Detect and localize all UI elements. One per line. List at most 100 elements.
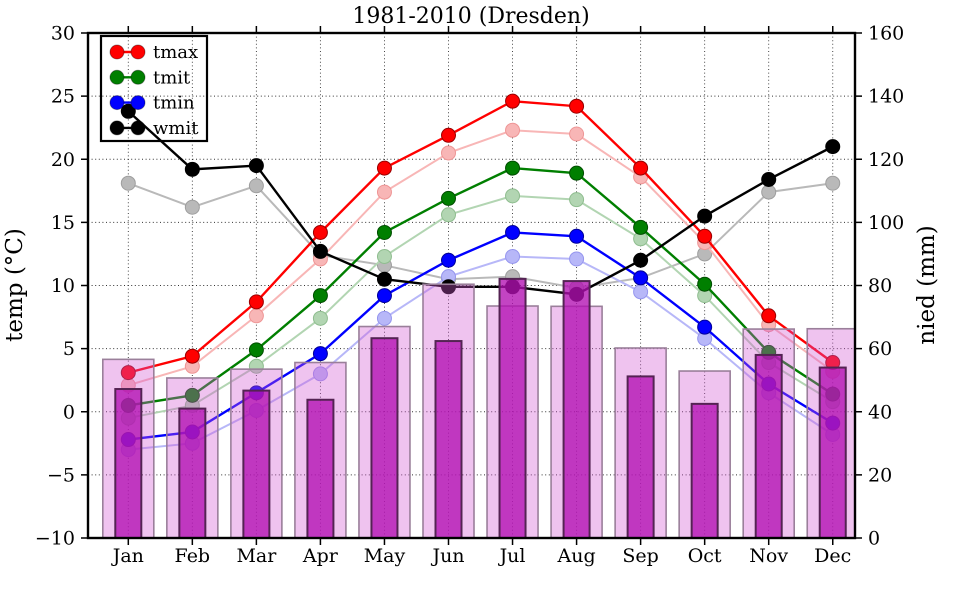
bar-nied_narrow_dark-Nov [754, 353, 783, 538]
bar-nied_narrow_dark-Sep [626, 375, 655, 538]
point-tmit-Jul [505, 160, 521, 176]
point-tmin-Apr [312, 346, 328, 362]
point-wmit-Mar [248, 158, 264, 174]
legend-entry-tmit: tmit [109, 67, 191, 88]
bar-nied_narrow_dark-May [370, 337, 399, 538]
legend-marker-tmax [109, 44, 125, 60]
point-tmit-Mar [248, 342, 264, 358]
left-tick-label-20: 20 [51, 149, 75, 171]
precipitation-bars [102, 277, 855, 538]
right-tick-label-140: 140 [868, 86, 904, 108]
right-tick-label-100: 100 [868, 212, 904, 234]
point-wmit-Feb [184, 161, 200, 177]
right-tick-label-0: 0 [868, 528, 880, 550]
point-tmax_prev-Jun [441, 145, 456, 161]
legend-entry-wmit: wmit [109, 118, 199, 139]
series-tmax-line [128, 99, 834, 374]
series-tmax [120, 93, 841, 381]
left-tick-label-15: 15 [51, 212, 75, 234]
bar-nied_narrow_dark-Jun [434, 340, 463, 538]
month-label-Mar: Mar [236, 545, 277, 567]
point-tmax-Nov [761, 308, 777, 324]
point-wmit-Apr [312, 243, 328, 259]
point-tmin_prev-May [376, 310, 392, 326]
legend-marker-tmin [130, 95, 146, 111]
month-label-Jul: Jul [498, 545, 526, 567]
month-label-Jan: Jan [111, 545, 144, 567]
point-tmit_prev-Apr [312, 310, 328, 326]
bars-nied_narrow_dark [114, 277, 847, 538]
series-wmit [120, 103, 841, 302]
point-wmit-Sep [633, 252, 649, 268]
bar-nied_narrow_dark-Feb [178, 407, 207, 538]
month-label-Feb: Feb [175, 545, 211, 567]
legend-marker-tmin [109, 95, 125, 111]
left-tick-label-0: 0 [63, 401, 75, 423]
point-wmit_prev-Mar [248, 178, 264, 194]
bar-nied_narrow_dark-Jul [498, 277, 527, 538]
point-tmit-May [376, 224, 392, 240]
right-tick-label-40: 40 [868, 401, 892, 423]
point-tmit-Apr [312, 288, 328, 304]
point-tmit-Jun [441, 190, 456, 206]
legend-entry-tmax: tmax [109, 42, 198, 63]
legend-marker-tmit [130, 69, 146, 85]
axes-frame: 30 25 20 15 10 5 0 −5 −10 160 140 120 100 80 60 40 20 0 Ja… [35, 23, 904, 568]
point-tmax_prev-Aug [569, 126, 585, 142]
point-wmit_prev-Nov [761, 184, 777, 200]
bars-nied_wide_light [102, 283, 855, 538]
line-series [120, 93, 841, 458]
point-tmin_prev-Sep [633, 284, 649, 300]
series-wmit-line [127, 110, 834, 296]
point-tmit-Oct [697, 276, 713, 292]
legend-entry-tmin: tmin [109, 93, 195, 114]
point-tmax-Sep [633, 160, 649, 176]
point-tmit-Feb [184, 387, 200, 403]
series-wmit_prev-line [127, 182, 833, 290]
bar-nied_narrow_dark-Dec [818, 366, 847, 538]
month-label-Nov: Nov [749, 545, 788, 567]
bar-nied_narrow_dark-Apr [306, 398, 335, 538]
point-tmit_prev-Aug [569, 192, 585, 208]
point-wmit-Oct [697, 208, 713, 224]
series-tmax_prev-line [128, 129, 834, 387]
point-tmin_prev-Aug [569, 251, 585, 267]
point-tmax-Apr [312, 224, 328, 240]
month-label-Apr: Apr [302, 545, 339, 567]
point-wmit_prev-Jan [120, 175, 136, 191]
point-tmax-May [376, 160, 392, 176]
point-tmin-Sep [633, 270, 649, 286]
series-tmin [120, 224, 841, 448]
point-tmin-Oct [697, 319, 713, 335]
right-tick-label-60: 60 [868, 338, 892, 360]
legend-label-wmit: wmit [153, 118, 199, 139]
point-tmax-Oct [697, 228, 713, 244]
month-label-Sep: Sep [622, 545, 658, 567]
left-tick-label-10: 10 [51, 275, 75, 297]
left-tick-label-30: 30 [51, 23, 75, 45]
point-tmin_prev-Jul [505, 248, 521, 264]
point-tmax-Jan [120, 365, 136, 381]
point-tmax-Jul [505, 93, 521, 109]
point-tmin-Jul [505, 224, 521, 240]
right-tick-label-120: 120 [868, 149, 904, 171]
left-tick-label-25: 25 [51, 86, 75, 108]
bar-nied_narrow_dark-Mar [242, 389, 271, 538]
series-tmin_prev [120, 248, 841, 458]
point-tmit_prev-Jun [441, 207, 456, 223]
point-wmit-May [376, 271, 392, 287]
point-wmit-Jun [441, 279, 456, 295]
right-axis-label: nied (mm) [914, 225, 940, 344]
point-tmax_prev-May [376, 184, 392, 200]
month-label-Oct: Oct [688, 545, 722, 567]
legend-box [99, 34, 209, 143]
point-tmax-Jun [441, 127, 456, 143]
point-tmax-Feb [184, 348, 200, 364]
legend-marker-tmit [109, 69, 125, 85]
left-tick-label-5: 5 [63, 338, 75, 360]
point-tmin-Jun [441, 252, 456, 268]
point-tmit_prev-Jul [505, 188, 521, 204]
legend-label-tmit: tmit [153, 67, 191, 88]
